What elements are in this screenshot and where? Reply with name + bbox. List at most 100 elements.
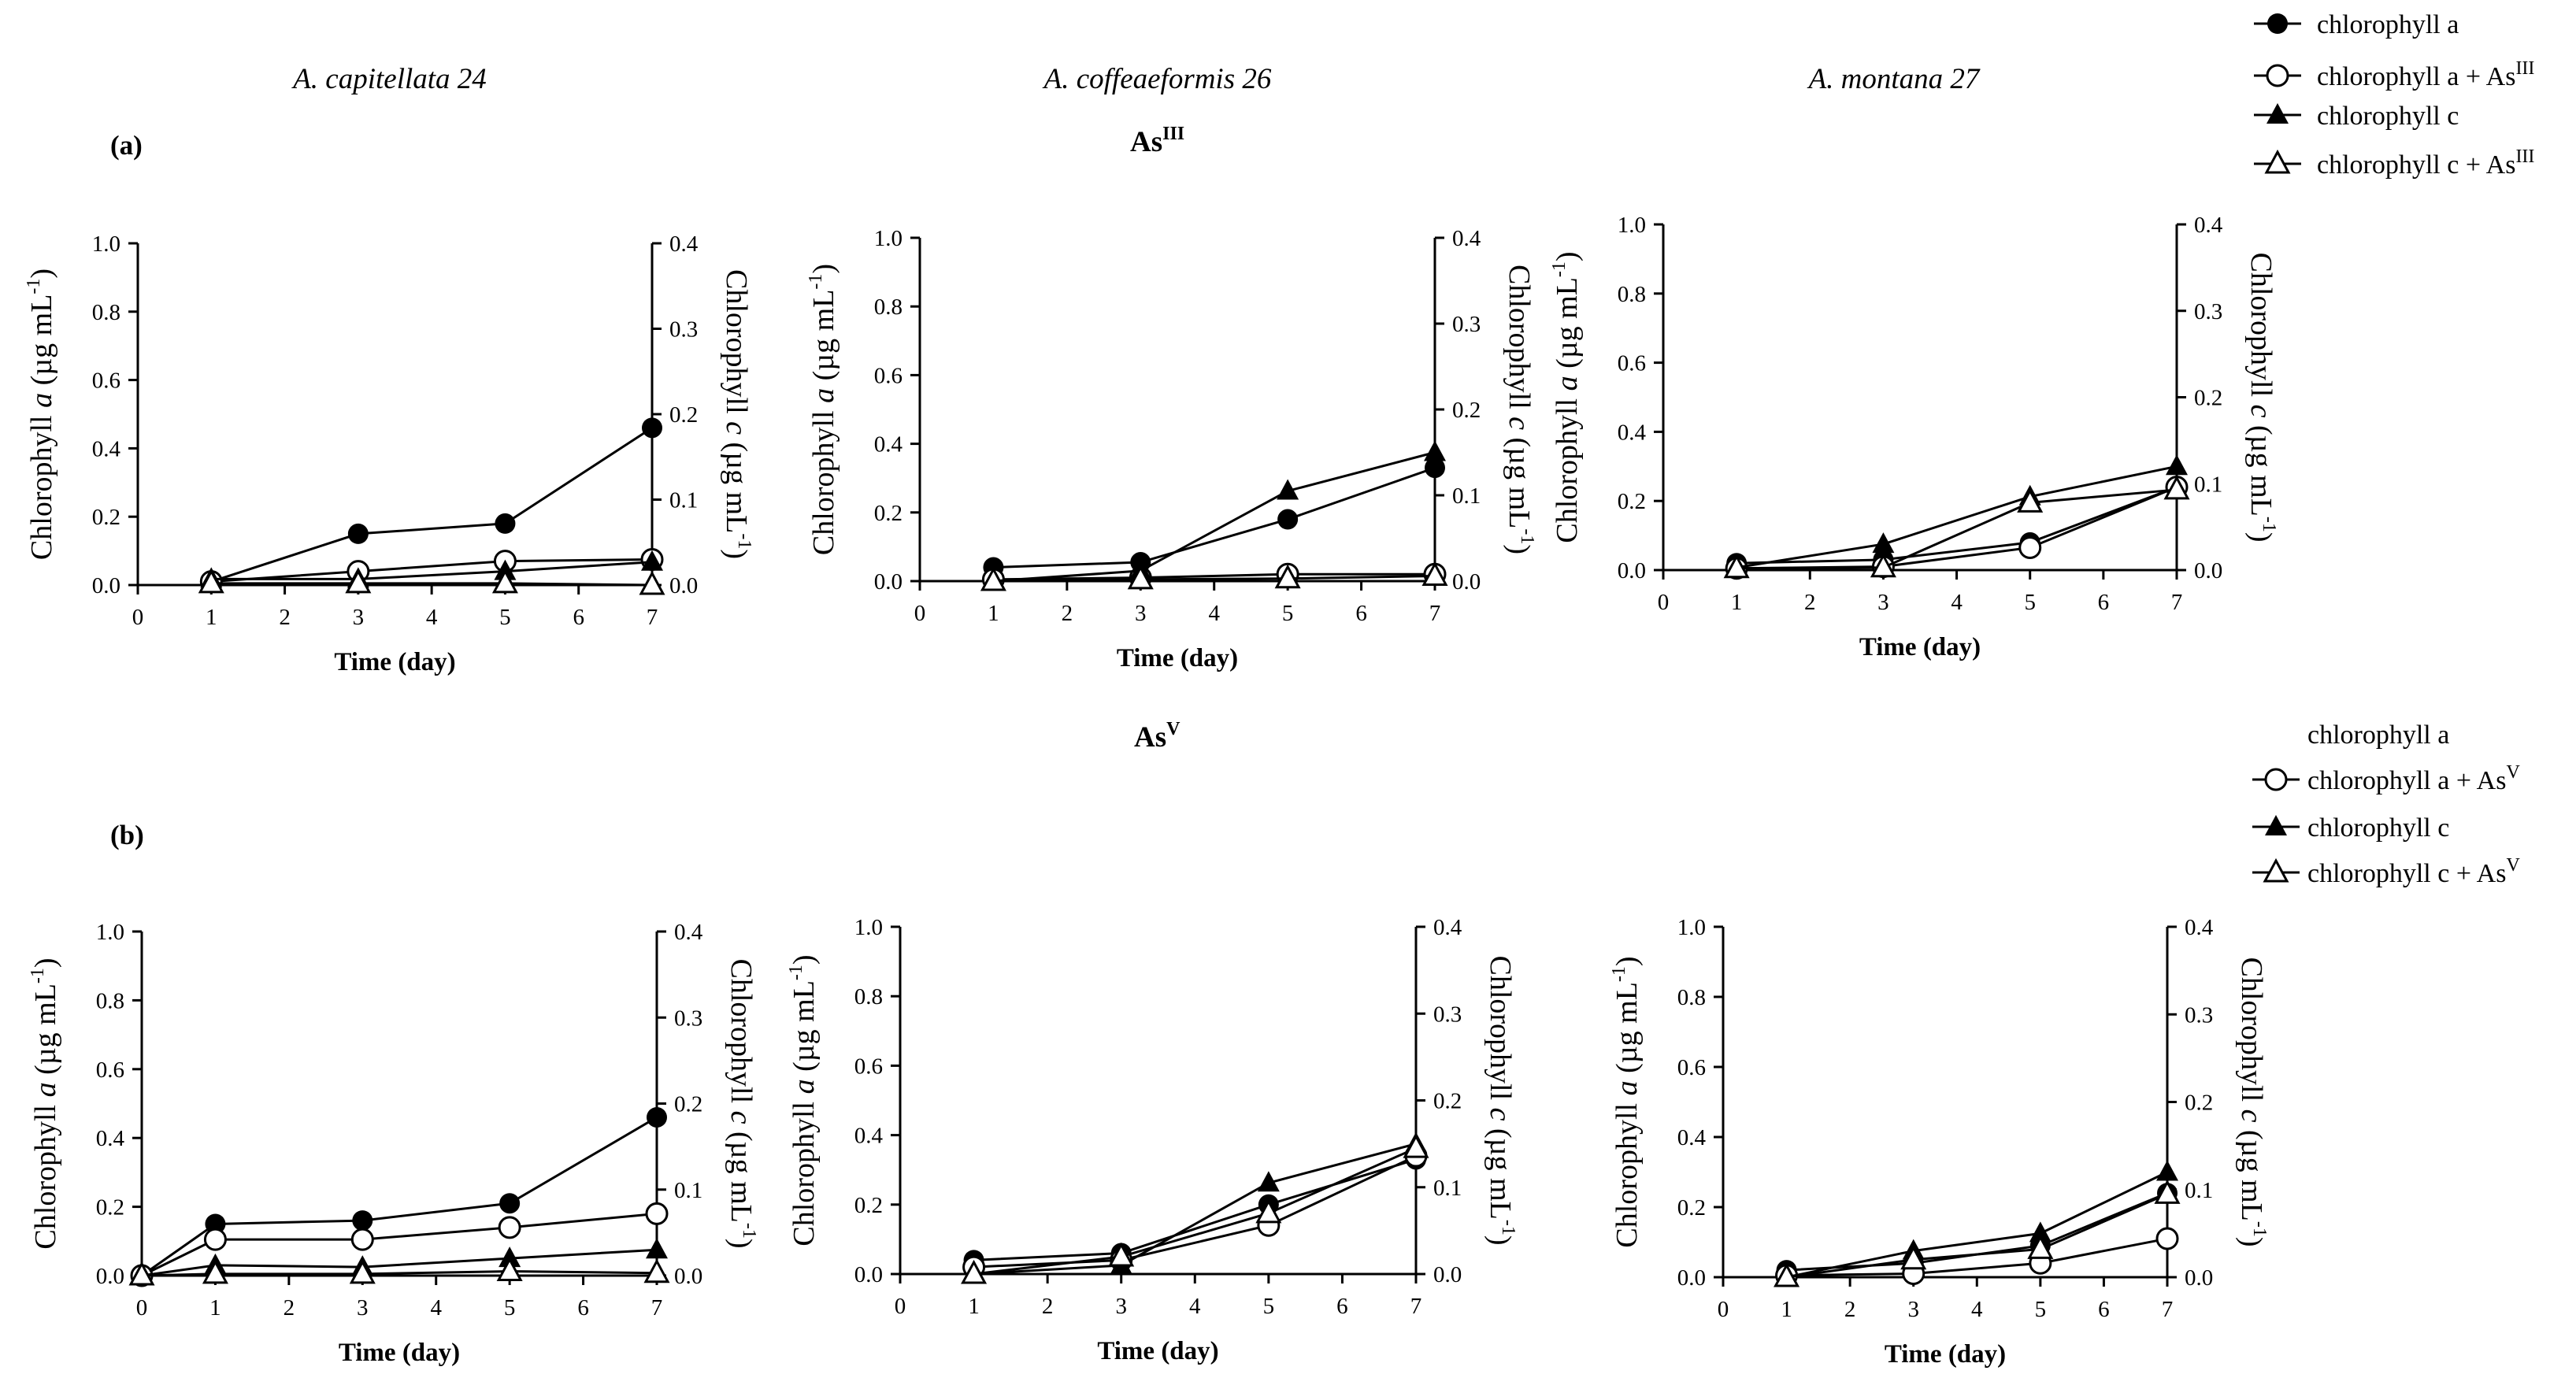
y-axis-label-left: Chlorophyll a (µg mL-1)	[1549, 251, 1584, 543]
y-right-tick-label: 0.2	[674, 1092, 702, 1117]
y-left-tick-label: 0.4	[874, 432, 903, 457]
y-right-tick-label: 0.0	[2194, 558, 2222, 583]
y-label-close: )	[1551, 251, 1584, 261]
y-left-tick-label: 0.8	[92, 300, 120, 325]
y-right-tick-label: 0.3	[674, 1006, 702, 1031]
legend-b-item-2: chlorophyll a + AsV	[2252, 762, 2520, 795]
series-line-1	[973, 1158, 1417, 1261]
y-right-tick-label: 0.0	[1433, 1262, 1462, 1287]
y-left-tick-label: 0.6	[874, 363, 903, 388]
x-tick-label: 4	[1189, 1294, 1201, 1319]
y-right-tick-label: 0.2	[669, 402, 698, 428]
legend-b-label-3: chlorophyll c	[2307, 813, 2449, 843]
y-right-tick-label: 0.4	[2185, 915, 2214, 940]
legend-filled-circle-icon	[2267, 13, 2288, 34]
y-label-sup: -1	[28, 968, 48, 983]
y-label-text: Chlorophyll	[2235, 957, 2268, 1109]
y-label-unit: (µg mL	[1503, 430, 1536, 528]
y-left-tick-label: 0.0	[92, 573, 120, 598]
data-point-open-triangle	[491, 569, 518, 594]
y-axis-label-left: Chlorophyll a (µg mL-1)	[806, 264, 840, 555]
data-point-filled-triangle	[2029, 1221, 2052, 1243]
y-label-italic: c	[1484, 1108, 1517, 1121]
panel-label-a: (a)	[110, 130, 143, 161]
x-tick-label: 5	[2035, 1297, 2047, 1322]
data-point-open-triangle	[1403, 1133, 1429, 1158]
x-tick-label: 0	[1658, 590, 1670, 615]
condition-main-b: As	[1134, 721, 1166, 754]
y-right-tick-label: 0.4	[669, 232, 699, 257]
data-point-open-triangle	[1421, 561, 1448, 586]
data-point-open-circle	[2018, 535, 2042, 559]
y-label-text: Chlorophyll	[720, 269, 753, 421]
condition-title-a: AsIII	[1130, 124, 1184, 158]
x-tick-label: 0	[132, 605, 144, 630]
y-axis-label-left: Chlorophyll a (µg mL-1)	[24, 269, 58, 560]
data-point-open-triangle	[345, 569, 372, 594]
y-right-tick-label: 0.0	[2185, 1265, 2213, 1291]
x-tick-label: 7	[1429, 601, 1441, 626]
y-left-tick-label: 0.0	[874, 569, 903, 594]
legend-b-label-2: chlorophyll a + AsV	[2307, 762, 2520, 795]
y-label-sup: -1	[1498, 1220, 1518, 1235]
chart-a-capitellata-asIII: 0 1 2 3 4 5 6 7 0.0 0.2 0.4 0.6 0.8 1.0 0.0 0.1 0.2 0.3 0.…	[24, 232, 754, 676]
data-point-filled-circle	[499, 1193, 521, 1214]
x-tick-label: 0	[136, 1295, 148, 1320]
data-point-open-triangle	[1127, 565, 1154, 590]
x-tick-label: 7	[647, 605, 658, 630]
y-label-text: Chlorophyll	[807, 403, 840, 555]
data-point-filled-circle	[642, 417, 662, 439]
y-label-sup: -1	[2249, 1221, 2270, 1237]
legend-b-item-1: chlorophyll a	[2307, 720, 2449, 750]
series-line-1	[993, 466, 1436, 569]
data-point-open-triangle	[1870, 553, 1896, 578]
x-axis-label: Time (day)	[1859, 633, 1981, 661]
y-label-unit: (µg mL	[29, 983, 62, 1082]
data-point-open-triangle	[496, 1257, 523, 1282]
x-tick-label: 1	[206, 605, 217, 630]
legend-open-triangle-icon	[2263, 857, 2289, 883]
y-left-tick-label: 0.4	[96, 1126, 125, 1151]
x-tick-label: 6	[1336, 1294, 1348, 1319]
legend-b-label-1: chlorophyll a	[2307, 720, 2449, 750]
condition-sup-a: III	[1162, 124, 1184, 144]
y-label-close: )	[1503, 544, 1536, 554]
panel-label-b: (b)	[110, 820, 144, 850]
legend-a-label-1: chlorophyll a	[2317, 10, 2459, 39]
species-title-2: A. coffeaeformis 26	[1042, 63, 1272, 95]
data-point-filled-triangle	[2156, 1160, 2178, 1181]
y-label-italic: a	[788, 1079, 821, 1094]
x-axis-label: Time (day)	[1097, 1337, 1218, 1365]
legend-a-item-2: chlorophyll a + AsIII	[2254, 58, 2534, 91]
x-tick-label: 2	[284, 1295, 295, 1320]
y-label-italic: c	[1503, 417, 1536, 430]
series-line-3	[993, 451, 1436, 583]
y-right-tick-label: 0.0	[674, 1264, 702, 1289]
data-point-open-triangle	[2027, 1235, 2054, 1259]
data-point-open-circle	[350, 1228, 374, 1251]
data-point-open-triangle	[202, 1259, 228, 1284]
data-point-open-triangle	[1108, 1242, 1135, 1267]
y-right-tick-label: 0.1	[674, 1178, 702, 1203]
x-tick-label: 3	[1135, 601, 1147, 626]
data-point-filled-circle	[1277, 509, 1299, 530]
series-line-1	[1786, 1191, 2168, 1272]
y-left-tick-label: 1.0	[96, 920, 124, 945]
y-axis-label-left: Chlorophyll a (µg mL-1)	[786, 954, 821, 1246]
x-tick-label: 1	[988, 601, 999, 626]
x-tick-label: 3	[1877, 590, 1889, 615]
x-tick-label: 7	[2162, 1297, 2174, 1322]
legend-a-label-4: chlorophyll c + AsIII	[2317, 146, 2534, 180]
y-label-italic: a	[807, 388, 840, 403]
y-left-tick-label: 0.2	[92, 505, 120, 530]
y-right-tick-label: 0.1	[669, 488, 698, 513]
x-axis-label: Time (day)	[1117, 644, 1238, 672]
x-tick-label: 5	[1263, 1294, 1275, 1319]
series-line-2	[211, 557, 653, 583]
condition-title-b: AsV	[1134, 719, 1181, 754]
y-right-tick-label: 0.1	[2185, 1178, 2213, 1203]
y-label-sup: -1	[1517, 528, 1537, 544]
y-label-sup: -1	[2259, 517, 2279, 532]
y-label-close: )	[788, 954, 821, 965]
